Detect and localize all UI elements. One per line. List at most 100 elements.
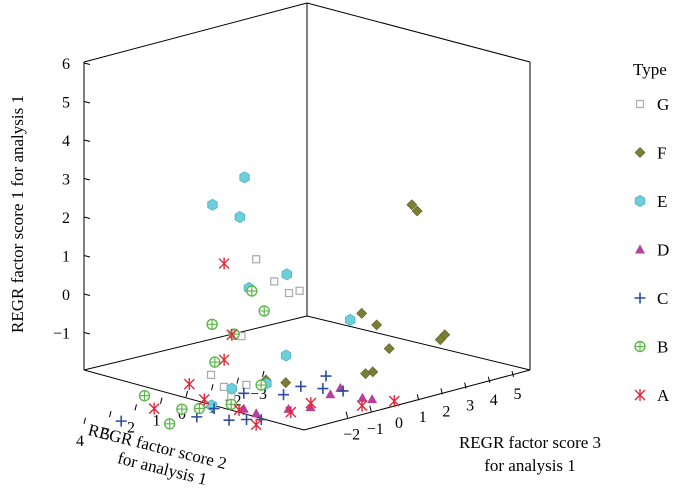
x-tick-label: 4 bbox=[76, 433, 84, 450]
y-axis-ticks: −2 −1 0 1 2 3 4 5 bbox=[343, 370, 522, 444]
z-tick-mark bbox=[83, 216, 91, 219]
floor-left-back-edge bbox=[83, 315, 308, 371]
series-G bbox=[206, 255, 304, 401]
point-E bbox=[280, 349, 292, 362]
x-tick-mark bbox=[185, 390, 188, 398]
point-G bbox=[219, 382, 229, 391]
z-tick-mark bbox=[83, 178, 91, 181]
point-C bbox=[241, 414, 253, 425]
point-B bbox=[193, 402, 206, 415]
point-F bbox=[280, 377, 292, 389]
z-tick-mark bbox=[83, 139, 91, 142]
point-F bbox=[383, 343, 395, 355]
legend-marker-D bbox=[635, 244, 645, 254]
point-C bbox=[317, 383, 329, 395]
point-B bbox=[163, 418, 176, 430]
x-tick-mark bbox=[211, 384, 214, 391]
point-F bbox=[367, 366, 379, 378]
z-tick-label: 5 bbox=[62, 95, 70, 112]
y-tick-label: 1 bbox=[419, 409, 427, 426]
x-tick-mark bbox=[236, 377, 239, 384]
legend-label-C: C bbox=[657, 289, 668, 308]
z-tick-label: 4 bbox=[62, 133, 70, 150]
y-tick-mark bbox=[464, 382, 467, 389]
y-axis-title-line2: for analysis 1 bbox=[484, 456, 576, 475]
legend-label-F: F bbox=[657, 144, 666, 163]
point-C bbox=[320, 370, 332, 382]
y-tick-label: −1 bbox=[367, 421, 384, 438]
point-A bbox=[388, 395, 400, 408]
point-G bbox=[252, 255, 261, 264]
point-E bbox=[207, 198, 218, 211]
point-F bbox=[406, 199, 418, 211]
floor-left-front-edge bbox=[83, 369, 305, 431]
point-E bbox=[281, 268, 292, 281]
point-C bbox=[278, 389, 290, 401]
legend-marker-B-cross bbox=[635, 341, 645, 352]
floor-right-back-edge bbox=[306, 315, 531, 371]
point-B bbox=[206, 318, 218, 330]
legend-marker-G bbox=[635, 99, 645, 109]
point-D bbox=[251, 408, 262, 418]
point-A bbox=[198, 393, 210, 406]
x-tick-mark bbox=[109, 410, 112, 418]
point-C bbox=[115, 415, 127, 427]
point-D bbox=[238, 403, 249, 413]
y-tick-mark bbox=[440, 388, 443, 395]
series-F bbox=[260, 199, 451, 389]
x-tick-mark bbox=[160, 397, 163, 404]
point-F bbox=[356, 307, 368, 319]
z-tick-label: 1 bbox=[62, 249, 70, 266]
point-F bbox=[371, 319, 383, 331]
floor-right-front-edge bbox=[303, 369, 531, 431]
point-A bbox=[226, 328, 238, 341]
point-B-cross bbox=[256, 380, 267, 391]
series-E bbox=[206, 171, 356, 412]
point-F bbox=[360, 368, 371, 380]
point-D bbox=[357, 392, 368, 402]
point-A bbox=[148, 402, 160, 415]
point-A bbox=[233, 403, 245, 416]
z-tick-label: 0 bbox=[62, 287, 70, 304]
top-right-edge bbox=[306, 2, 531, 63]
point-E bbox=[226, 382, 237, 395]
legend-marker-A bbox=[634, 389, 646, 401]
legend-label-G: G bbox=[657, 95, 669, 114]
z-tick-mark bbox=[83, 255, 91, 258]
point-C bbox=[295, 380, 307, 392]
point-A bbox=[218, 353, 230, 366]
legend-label-D: D bbox=[657, 241, 669, 260]
series-B bbox=[138, 285, 270, 430]
point-B-cross bbox=[259, 305, 270, 316]
legend-label-B: B bbox=[657, 338, 668, 357]
z-tick-mark bbox=[83, 293, 91, 296]
z-axis-ticks: 6 5 4 3 2 1 0 −1 bbox=[53, 56, 91, 343]
y-tick-mark bbox=[416, 394, 420, 401]
z-tick-label: 6 bbox=[62, 56, 70, 73]
point-C bbox=[255, 414, 267, 426]
legend-label-A: A bbox=[657, 386, 670, 405]
point-C bbox=[208, 403, 220, 415]
y-tick-label: −2 bbox=[343, 427, 360, 444]
point-E bbox=[234, 211, 245, 223]
point-G bbox=[270, 277, 279, 286]
x-tick-mark bbox=[134, 404, 137, 411]
z-axis: 6 5 4 3 2 1 0 −1 REGR factor score 1 for analys… bbox=[8, 56, 91, 343]
y-tick-label: 5 bbox=[514, 386, 522, 403]
point-B-cross bbox=[194, 403, 205, 414]
legend-marker-F bbox=[634, 147, 646, 158]
point-B-cross bbox=[207, 319, 218, 330]
point-C bbox=[223, 414, 235, 426]
data-points bbox=[115, 171, 451, 431]
point-A bbox=[218, 257, 230, 270]
point-G bbox=[206, 370, 216, 379]
z-tick-label: −1 bbox=[53, 326, 70, 343]
point-B bbox=[225, 398, 237, 410]
y-tick-label: 4 bbox=[490, 392, 498, 409]
point-B-cross bbox=[209, 357, 220, 368]
y-tick-label: 0 bbox=[395, 415, 403, 432]
point-B-cross bbox=[226, 399, 237, 410]
